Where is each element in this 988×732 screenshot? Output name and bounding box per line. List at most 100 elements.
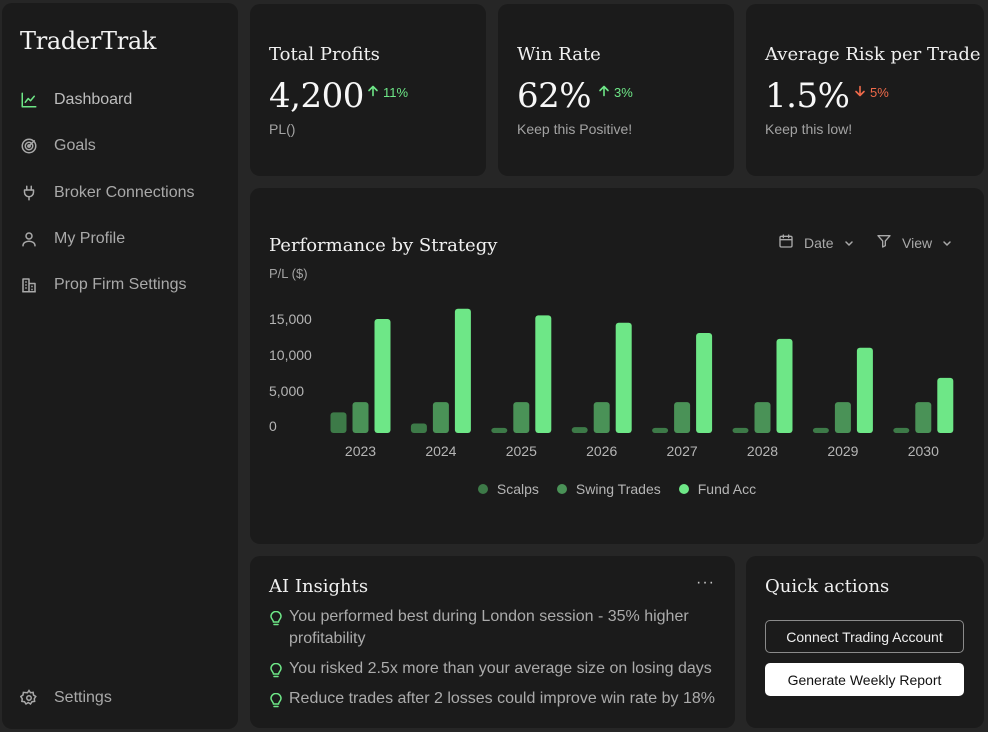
- sidebar: TraderTrak Dashboard Goals Broker Connec…: [2, 3, 238, 729]
- legend-label: Scalps: [496, 481, 539, 497]
- bar-fund-acc-2028[interactable]: [776, 338, 793, 433]
- sidebar-item-label: Broker Connections: [54, 183, 195, 201]
- arrow-up-icon: [598, 85, 610, 100]
- legend-label: Fund Acc: [697, 481, 757, 497]
- bar-scalps-2026[interactable]: [571, 427, 588, 433]
- ai-insights-title: AI Insights: [269, 576, 369, 597]
- bar-fund-acc-2025[interactable]: [535, 315, 552, 433]
- bar-scalps-2030[interactable]: [893, 427, 910, 433]
- ai-insights-card: AI Insights ··· You performed best durin…: [250, 556, 735, 728]
- generate-weekly-report-button[interactable]: Generate Weekly Report: [765, 663, 964, 696]
- stat-value: 4,200: [269, 76, 364, 116]
- arrow-up-icon: [367, 85, 379, 100]
- x-tick-label: 2030: [908, 443, 939, 459]
- bar-swing-trades-2027[interactable]: [674, 402, 691, 433]
- chart-legend: Scalps Swing Trades Fund Acc: [250, 481, 984, 497]
- legend-dot: [556, 484, 567, 494]
- sidebar-nav: Dashboard Goals Broker Connections My Pr…: [2, 77, 238, 308]
- sidebar-item-broker-connections[interactable]: Broker Connections: [2, 170, 238, 216]
- lightbulb-icon: [269, 692, 283, 709]
- sidebar-item-label: My Profile: [54, 230, 126, 248]
- stat-card-total-profits: Total Profits 4,200 11% PL(): [250, 4, 486, 176]
- x-tick-label: 2024: [425, 443, 456, 459]
- sidebar-item-dashboard[interactable]: Dashboard: [2, 77, 238, 123]
- date-filter-label: Date: [804, 234, 834, 251]
- bar-fund-acc-2029[interactable]: [856, 347, 873, 433]
- stat-title: Total Profits: [269, 44, 380, 65]
- y-tick-label: 5,000: [269, 383, 304, 399]
- bar-swing-trades-2028[interactable]: [754, 402, 771, 433]
- performance-card: Performance by Strategy P/L ($) Date Vie…: [250, 188, 984, 544]
- chart-title: Performance by Strategy: [269, 235, 498, 256]
- sidebar-item-my-profile[interactable]: My Profile: [2, 216, 238, 262]
- stat-delta: 11%: [367, 85, 408, 100]
- stat-title: Average Risk per Trade: [765, 44, 981, 65]
- chart-y-axis-label: P/L ($): [269, 266, 308, 281]
- sidebar-item-label: Settings: [54, 689, 112, 707]
- insight-item: You performed best during London session…: [269, 606, 719, 650]
- date-filter-dropdown[interactable]: Date: [778, 233, 854, 252]
- more-options-icon[interactable]: ···: [696, 574, 715, 591]
- bar-scalps-2029[interactable]: [812, 427, 829, 433]
- bar-scalps-2027[interactable]: [652, 427, 669, 433]
- sidebar-item-label: Dashboard: [54, 91, 133, 109]
- arrow-down-icon: [854, 85, 866, 100]
- legend-item-scalps[interactable]: Scalps: [477, 481, 539, 497]
- bar-scalps-2023[interactable]: [330, 412, 347, 433]
- x-tick-label: 2028: [747, 443, 778, 459]
- gear-icon: [20, 689, 38, 707]
- legend-item-swing-trades[interactable]: Swing Trades: [556, 481, 661, 497]
- filter-icon: [876, 233, 892, 252]
- bar-scalps-2028[interactable]: [732, 427, 749, 433]
- chevron-down-icon: [942, 235, 952, 251]
- bar-swing-trades-2024[interactable]: [432, 402, 449, 433]
- legend-dot: [678, 484, 689, 494]
- app-logo[interactable]: TraderTrak: [20, 27, 157, 55]
- sidebar-item-prop-firm-settings[interactable]: Prop Firm Settings: [2, 262, 238, 308]
- bar-fund-acc-2026[interactable]: [615, 322, 632, 433]
- view-filter-label: View: [902, 234, 933, 251]
- legend-label: Swing Trades: [575, 481, 661, 497]
- bar-fund-acc-2023[interactable]: [374, 319, 391, 433]
- insights-list: You performed best during London session…: [269, 606, 719, 718]
- bar-swing-trades-2025[interactable]: [513, 402, 530, 433]
- bar-swing-trades-2030[interactable]: [915, 402, 932, 433]
- sidebar-item-settings[interactable]: Settings: [2, 675, 238, 721]
- y-tick-label: 0: [269, 418, 277, 434]
- x-tick-label: 2025: [506, 443, 537, 459]
- bar-chart: 15,000 10,000 5,000 0 2023 2024 2025 2026 2027 20…: [269, 308, 954, 459]
- building-icon: [20, 276, 38, 294]
- x-tick-label: 2023: [345, 443, 376, 459]
- stat-card-average-risk: Average Risk per Trade 1.5% 5% Keep this…: [746, 4, 984, 176]
- bar-fund-acc-2024[interactable]: [454, 308, 471, 433]
- bar-swing-trades-2029[interactable]: [834, 402, 851, 433]
- quick-actions-card: Quick actions Connect Trading Account Ge…: [746, 556, 984, 728]
- stat-delta: 5%: [854, 85, 889, 100]
- view-filter-dropdown[interactable]: View: [876, 233, 952, 252]
- stat-value: 1.5%: [765, 76, 850, 116]
- calendar-icon: [778, 233, 794, 252]
- bar-scalps-2024[interactable]: [410, 423, 427, 433]
- bar-scalps-2025[interactable]: [491, 427, 508, 433]
- bar-swing-trades-2026[interactable]: [593, 402, 610, 433]
- sidebar-item-goals[interactable]: Goals: [2, 123, 238, 169]
- target-icon: [20, 137, 38, 155]
- insight-item: Reduce trades after 2 losses could impro…: [269, 688, 719, 710]
- legend-item-fund-acc[interactable]: Fund Acc: [678, 481, 757, 497]
- stat-subtitle: Keep this low!: [765, 121, 853, 137]
- y-tick-label: 10,000: [269, 347, 312, 363]
- stat-subtitle: Keep this Positive!: [517, 121, 633, 137]
- chevron-down-icon: [844, 235, 854, 251]
- lightbulb-icon: [269, 610, 283, 627]
- bar-fund-acc-2027[interactable]: [696, 333, 713, 433]
- bar-fund-acc-2030[interactable]: [937, 377, 954, 433]
- connect-trading-account-button[interactable]: Connect Trading Account: [765, 620, 964, 653]
- bar-swing-trades-2023[interactable]: [352, 402, 369, 433]
- x-tick-label: 2026: [586, 443, 617, 459]
- x-tick-label: 2029: [827, 443, 858, 459]
- stat-card-win-rate: Win Rate 62% 3% Keep this Positive!: [498, 4, 734, 176]
- legend-dot: [477, 484, 488, 494]
- sidebar-item-label: Goals: [54, 137, 96, 155]
- stat-value: 62%: [517, 76, 592, 116]
- plug-icon: [20, 184, 38, 202]
